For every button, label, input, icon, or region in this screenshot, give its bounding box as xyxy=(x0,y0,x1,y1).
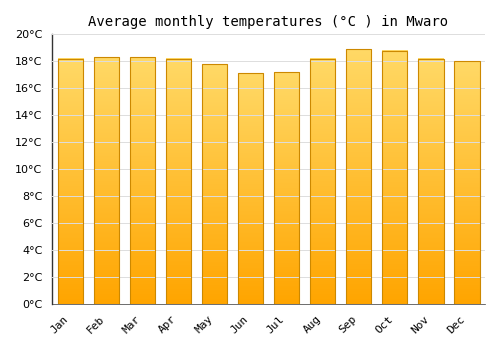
Bar xyxy=(130,57,155,304)
Bar xyxy=(58,58,83,304)
Bar xyxy=(310,58,336,304)
Bar xyxy=(454,61,479,304)
Bar xyxy=(238,74,263,304)
Bar xyxy=(418,58,444,304)
Title: Average monthly temperatures (°C ) in Mwaro: Average monthly temperatures (°C ) in Mw… xyxy=(88,15,448,29)
Bar xyxy=(274,72,299,304)
Bar xyxy=(202,64,227,304)
Bar xyxy=(166,58,191,304)
Bar xyxy=(346,49,372,304)
Bar xyxy=(382,50,407,304)
Bar xyxy=(94,57,119,304)
